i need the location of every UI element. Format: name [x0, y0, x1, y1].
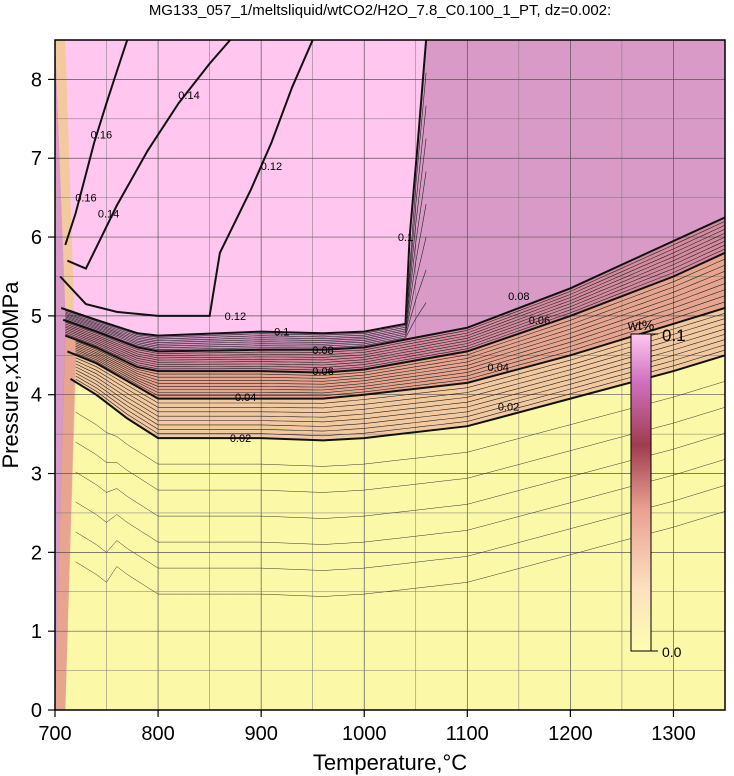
contour-line-minor — [65, 237, 427, 347]
contour-line-minor — [75, 485, 725, 571]
contour-line-minor — [75, 433, 725, 519]
contour-line-minor — [65, 240, 725, 366]
x-tick-label-800: 800 — [141, 723, 174, 745]
x-tick-label-1300: 1300 — [651, 723, 696, 745]
contour-line-minor — [65, 138, 427, 342]
contour-label-0.12: 0.12 — [225, 311, 246, 323]
contour-label-0.16: 0.16 — [91, 130, 112, 142]
y-tick-label-2: 2 — [31, 542, 42, 564]
heatmap-band-3 — [55, 40, 725, 710]
colorbar-unit-label: wt% — [627, 317, 654, 333]
y-tick-label-5: 5 — [31, 306, 42, 328]
contour-label-0.06: 0.06 — [529, 315, 550, 327]
heatmap-band-1 — [55, 40, 725, 710]
contour-line-minor — [75, 313, 725, 404]
contour-line-minor — [75, 318, 725, 409]
contour-line-minor — [65, 224, 725, 357]
x-tick-label-1200: 1200 — [548, 723, 593, 745]
contour-line-minor — [65, 171, 427, 343]
y-axis-label: Pressure,x100MPa — [0, 281, 23, 469]
contour-line-minor — [65, 236, 725, 363]
contour-line-0.16 — [64, 40, 129, 246]
y-tick-label-0: 0 — [31, 700, 42, 722]
heatmap-band-5 — [55, 40, 725, 710]
x-tick-label-1100: 1100 — [446, 723, 489, 745]
contour-line-minor — [75, 334, 725, 423]
contour-line-minor — [75, 339, 725, 427]
y-tick-label-4: 4 — [31, 385, 42, 407]
contour-line-minor — [75, 344, 725, 432]
y-tick-label-8: 8 — [31, 69, 42, 91]
contour-label-0.1: 0.1 — [274, 327, 289, 339]
contour-label-0.1: 0.1 — [398, 232, 413, 244]
contour-label-0.12: 0.12 — [261, 161, 282, 173]
colorbar: wt% 0.1 0.0 — [627, 317, 686, 660]
contour-line-minor — [65, 221, 725, 354]
y-tick-label-7: 7 — [31, 148, 42, 170]
contour-line-minor — [65, 228, 725, 359]
contour-line-minor — [65, 302, 427, 350]
contour-label-0.08: 0.08 — [312, 345, 333, 357]
contour-line-minor — [75, 349, 725, 437]
contour-line-0.02 — [69, 354, 725, 442]
contour-line-minor — [65, 105, 427, 340]
chart-title: MG133_057_1/meltsliquid/wtCO2/H2O_7.8_C0… — [149, 2, 611, 19]
colorbar-min-label: 0.0 — [662, 644, 682, 660]
contour-label-0.06: 0.06 — [312, 366, 333, 378]
contour-label-0.16: 0.16 — [75, 193, 96, 205]
contour-line-minor — [65, 244, 725, 368]
x-tick-label-1000: 1000 — [342, 723, 387, 745]
colorbar-max-label: 0.1 — [662, 326, 686, 345]
contour-line-minor — [75, 277, 725, 385]
contour-line-minor — [75, 264, 725, 379]
y-tick-label-6: 6 — [31, 227, 42, 249]
contour-line-minor — [75, 459, 725, 545]
contour-line-minor — [65, 72, 427, 338]
contour-line-0.04 — [67, 307, 725, 400]
x-tick-label-700: 700 — [38, 723, 71, 745]
contour-label-0.02: 0.02 — [498, 402, 519, 414]
contour-line-minor — [75, 258, 725, 376]
contour-line-minor — [75, 511, 725, 597]
contour-line-0.06 — [64, 251, 725, 374]
contour-line-minor — [75, 301, 725, 397]
contour-line-minor — [75, 283, 725, 388]
contour-label-0.14: 0.14 — [98, 208, 119, 220]
contour-line-minor — [75, 328, 725, 418]
contour-line-minor — [75, 323, 725, 413]
contour-line-minor — [75, 295, 725, 394]
x-axis-ticks: 700 800 900 1000 1100 1200 1300 — [38, 710, 696, 745]
y-tick-label-3: 3 — [31, 464, 42, 486]
contour-label-0.04: 0.04 — [488, 362, 509, 374]
heatmap-field — [55, 40, 725, 710]
y-tick-label-1: 1 — [31, 621, 42, 643]
contour-label-0.02: 0.02 — [230, 433, 251, 445]
contour-line-0.08 — [62, 216, 725, 353]
contour-line-minor — [65, 248, 725, 371]
contour-label-0.08: 0.08 — [508, 291, 529, 303]
x-tick-label-900: 900 — [244, 723, 277, 745]
contour-line-minor — [75, 381, 725, 467]
contour-line-0.12 — [59, 40, 314, 317]
contour-line-0.14 — [67, 40, 231, 270]
colorbar-gradient — [630, 333, 652, 652]
contour-label-0.04: 0.04 — [235, 392, 256, 404]
x-axis-label: Temperature,°C — [313, 750, 467, 775]
y-axis-ticks: 0 1 2 3 4 5 6 7 8 — [31, 69, 55, 722]
contour-line-minor — [75, 289, 725, 391]
contour-line-minor — [65, 232, 725, 361]
contour-line-minor — [75, 407, 725, 493]
contour-line-0.1 — [60, 40, 428, 337]
heatmap-band-2 — [55, 40, 725, 710]
contour-label-0.14: 0.14 — [178, 90, 199, 102]
contour-line-minor — [75, 270, 725, 382]
contour-labels: 0.020.020.040.040.060.060.080.080.10.10.… — [75, 90, 550, 445]
contour-lines — [59, 40, 725, 597]
plot-frame — [54, 39, 726, 711]
contour-line-minor — [65, 269, 427, 349]
contour-line-minor — [65, 204, 427, 345]
